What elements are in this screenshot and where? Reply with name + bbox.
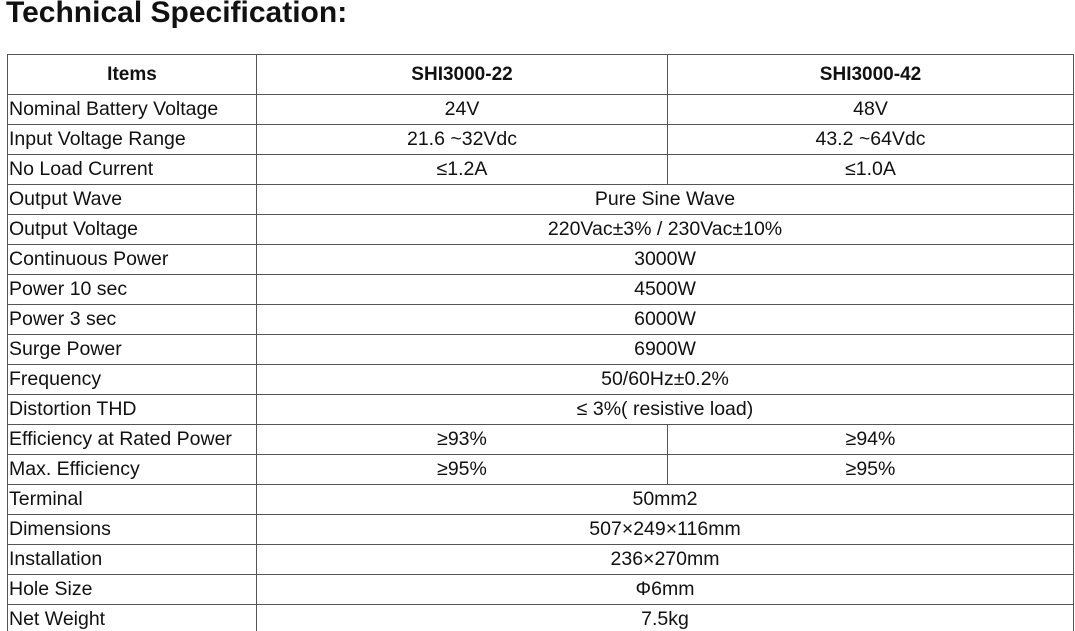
row: Max. Efficiency ≥95% ≥95%: [7, 454, 1074, 485]
row-label: Efficiency at Rated Power: [7, 424, 257, 455]
row: Output Voltage 220Vac±3% / 230Vac±10%: [7, 214, 1074, 245]
value-cell: ≥94%: [667, 424, 1074, 455]
row: Net Weight 7.5kg: [7, 604, 1074, 631]
row-label: Terminal: [7, 484, 257, 515]
row-label: Power 10 sec: [7, 274, 257, 305]
row-label: Input Voltage Range: [7, 124, 257, 155]
value-cell: ≤1.0A: [667, 154, 1074, 185]
value-cell: 50/60Hz±0.2%: [256, 364, 1074, 395]
value-cell: 236×270mm: [256, 544, 1074, 575]
value-cell: 43.2 ~64Vdc: [667, 124, 1074, 155]
row: Dimensions 507×249×116mm: [7, 514, 1074, 545]
value-cell: 21.6 ~32Vdc: [256, 124, 668, 155]
row: Surge Power 6900W: [7, 334, 1074, 365]
header-cell: Items: [7, 54, 257, 95]
value-cell: 48V: [667, 94, 1074, 125]
row-label: Max. Efficiency: [7, 454, 257, 485]
value-cell: ≤1.2A: [256, 154, 668, 185]
header-row: Items SHI3000-22 SHI3000-42: [7, 54, 1074, 95]
row-label: Distortion THD: [7, 394, 257, 425]
row: Continuous Power 3000W: [7, 244, 1074, 275]
row-label: Hole Size: [7, 574, 257, 605]
row: Hole Size Φ6mm: [7, 574, 1074, 605]
value-cell: 6000W: [256, 304, 1074, 335]
value-cell: 6900W: [256, 334, 1074, 365]
row-label: Net Weight: [7, 604, 257, 631]
value-cell: 4500W: [256, 274, 1074, 305]
row: Input Voltage Range 21.6 ~32Vdc 43.2 ~64Vd…: [7, 124, 1074, 155]
row-label: Dimensions: [7, 514, 257, 545]
header-cell: SHI3000-22: [256, 54, 668, 95]
header-cell: SHI3000-42: [667, 54, 1074, 95]
value-cell: Pure Sine Wave: [256, 184, 1074, 215]
value-cell: 3000W: [256, 244, 1074, 275]
row-label: Surge Power: [7, 334, 257, 365]
row: Power 10 sec 4500W: [7, 274, 1074, 305]
value-cell: 220Vac±3% / 230Vac±10%: [256, 214, 1074, 245]
row: Output Wave Pure Sine Wave: [7, 184, 1074, 215]
row-label: Continuous Power: [7, 244, 257, 275]
row-label: Nominal Battery Voltage: [7, 94, 257, 125]
row-label: Output Wave: [7, 184, 257, 215]
value-cell: ≥93%: [256, 424, 668, 455]
value-cell: 7.5kg: [256, 604, 1074, 631]
row-label: Frequency: [7, 364, 257, 395]
row-label: Output Voltage: [7, 214, 257, 245]
row: Nominal Battery Voltage 24V 48V: [7, 94, 1074, 125]
row: Distortion THD ≤ 3%( resistive load): [7, 394, 1074, 425]
value-cell: ≤ 3%( resistive load): [256, 394, 1074, 425]
value-cell: 24V: [256, 94, 668, 125]
row: No Load Current ≤1.2A ≤1.0A: [7, 154, 1074, 185]
row-label: Power 3 sec: [7, 304, 257, 335]
value-cell: 507×249×116mm: [256, 514, 1074, 545]
title: Technical Specification:: [6, 0, 348, 29]
value-cell: Φ6mm: [256, 574, 1074, 605]
row: Installation 236×270mm: [7, 544, 1074, 575]
spec-table: Items SHI3000-22 SHI3000-42 Nominal Batt…: [7, 54, 1074, 631]
row-label: Installation: [7, 544, 257, 575]
row: Efficiency at Rated Power ≥93% ≥94%: [7, 424, 1074, 455]
row-label: No Load Current: [7, 154, 257, 185]
value-cell: ≥95%: [256, 454, 668, 485]
value-cell: ≥95%: [667, 454, 1074, 485]
value-cell: 50mm2: [256, 484, 1074, 515]
row: Frequency 50/60Hz±0.2%: [7, 364, 1074, 395]
row: Terminal 50mm2: [7, 484, 1074, 515]
row: Power 3 sec 6000W: [7, 304, 1074, 335]
